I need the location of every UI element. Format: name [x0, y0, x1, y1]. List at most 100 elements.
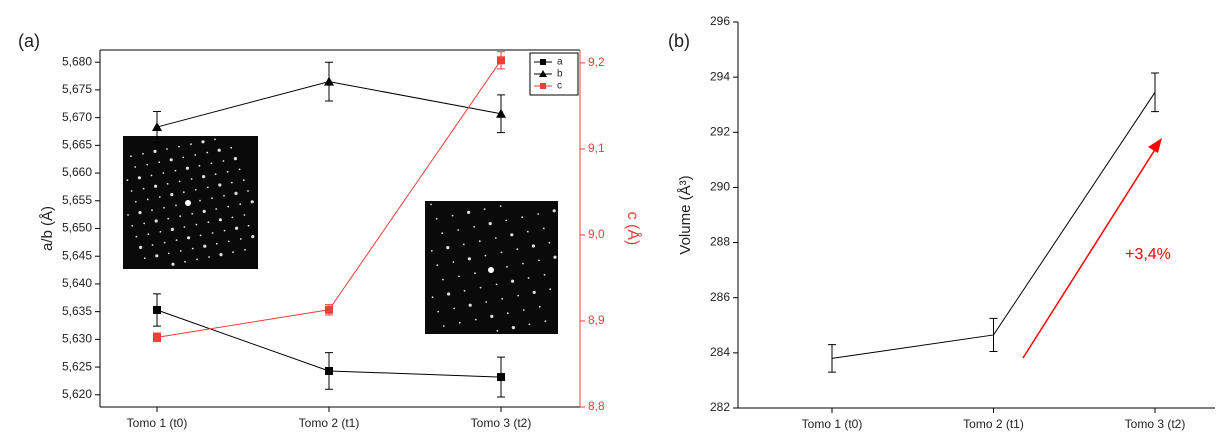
diffraction-spot — [167, 217, 170, 220]
diffraction-spot — [528, 323, 531, 326]
diffraction-spot — [143, 222, 146, 225]
diffraction-spot — [462, 243, 465, 246]
diffraction-spot — [142, 152, 144, 155]
annotation: +3,4% — [1125, 246, 1171, 263]
diffraction-spot — [538, 305, 541, 308]
diffraction-spot — [522, 309, 525, 311]
y-tick-label: 5,630 — [62, 332, 92, 346]
diffraction-spot — [483, 208, 486, 211]
y2-tick-label: 8,9 — [588, 313, 605, 327]
diffraction-spot — [243, 214, 246, 216]
diffraction-spot — [130, 155, 132, 158]
diffraction-spot — [431, 296, 434, 299]
diffraction-spot — [138, 211, 142, 215]
y-tick-label: 288 — [710, 235, 730, 249]
legend-label: b — [557, 69, 563, 80]
diffraction-spot — [538, 259, 540, 262]
diffraction-spot — [430, 203, 432, 206]
diffraction-spot — [226, 170, 229, 173]
diffraction-spot — [231, 216, 234, 219]
diffraction-spot — [250, 200, 254, 204]
diffraction-spot — [182, 156, 185, 159]
diffraction-spot — [506, 312, 509, 315]
diffraction-spot — [223, 229, 226, 232]
diffraction-spot — [553, 255, 557, 259]
diffraction-spot — [187, 236, 191, 240]
error-bar — [1151, 72, 1159, 113]
diffraction-spot — [179, 215, 182, 218]
diffraction-spot — [474, 318, 477, 321]
diffraction-spot — [496, 329, 499, 332]
panel-label: (a) — [18, 31, 40, 51]
diffraction-spot — [247, 190, 249, 192]
diffraction-spot — [549, 288, 552, 291]
diffraction-spot — [490, 314, 494, 318]
diffraction-spot — [548, 241, 551, 244]
diffraction-spot — [436, 264, 439, 267]
diffraction-spot — [146, 163, 149, 166]
diffraction-spot — [202, 209, 206, 213]
annotation-arrow — [1022, 147, 1157, 359]
diffraction-spot — [178, 180, 181, 183]
diffraction-spot — [474, 272, 476, 275]
diffraction-center — [185, 200, 191, 206]
y-tick-label: 296 — [710, 14, 730, 28]
diffraction-spot — [206, 151, 209, 154]
y-tick-label: 5,650 — [62, 221, 92, 235]
marker — [153, 305, 161, 314]
diffraction-spot — [495, 283, 498, 286]
marker — [153, 333, 161, 342]
diffraction-spot — [183, 226, 186, 228]
diffraction-spot — [214, 138, 216, 141]
panel-label: (b) — [668, 31, 690, 51]
diffraction-spot — [190, 143, 192, 146]
y-tick-label: 290 — [710, 180, 730, 194]
diffraction-spot — [511, 326, 515, 330]
legend-marker — [539, 70, 547, 77]
diffraction-spot — [134, 166, 137, 168]
diffraction-spot — [430, 249, 433, 252]
diffraction-spot — [218, 183, 222, 187]
diffraction-spot — [441, 232, 444, 235]
diffraction-spot — [467, 210, 471, 214]
diffraction-spot — [453, 307, 456, 310]
diffraction-spot — [158, 196, 161, 198]
marker — [325, 366, 333, 375]
diffraction-spot — [146, 198, 149, 201]
diffraction-spot — [543, 273, 546, 276]
diffraction-spot — [194, 188, 197, 191]
diffraction-spot — [478, 240, 481, 243]
diffraction-spot — [174, 169, 177, 172]
diffraction-spot — [199, 234, 202, 237]
marker — [497, 56, 505, 65]
diffraction-spot — [171, 262, 175, 266]
x-tick-label: Tomo 3 (t2) — [471, 416, 532, 430]
diffraction-spot — [510, 233, 514, 237]
diffraction-spot — [185, 166, 189, 170]
diffraction-spot — [167, 252, 170, 255]
x-tick-label: Tomo 1 (t0) — [127, 416, 188, 430]
diffraction-spot — [151, 244, 154, 246]
marker — [324, 76, 334, 86]
diffraction-spot — [447, 292, 451, 296]
diffraction-spot — [239, 203, 242, 206]
diffraction-spot — [194, 154, 197, 156]
error-bar — [989, 317, 998, 352]
diffraction-spot — [190, 178, 193, 180]
diffraction-spot — [184, 260, 186, 263]
y2-tick-label: 9,1 — [588, 141, 605, 155]
diffraction-spot — [163, 241, 166, 244]
diffraction-spot — [135, 235, 138, 238]
diffraction-spot — [223, 194, 225, 197]
y-tick-label: 286 — [710, 290, 730, 304]
diffraction-spot — [238, 168, 241, 171]
diffraction-spot — [170, 193, 174, 197]
diffraction-spot — [130, 190, 133, 192]
diffraction-spot — [153, 149, 157, 153]
diffraction-spot — [239, 238, 242, 240]
diffraction-spot — [458, 321, 461, 324]
diffraction-spot — [463, 289, 466, 292]
diffraction-spot — [170, 227, 174, 231]
diffraction-spot — [232, 251, 234, 254]
diffraction-spot — [230, 181, 233, 184]
